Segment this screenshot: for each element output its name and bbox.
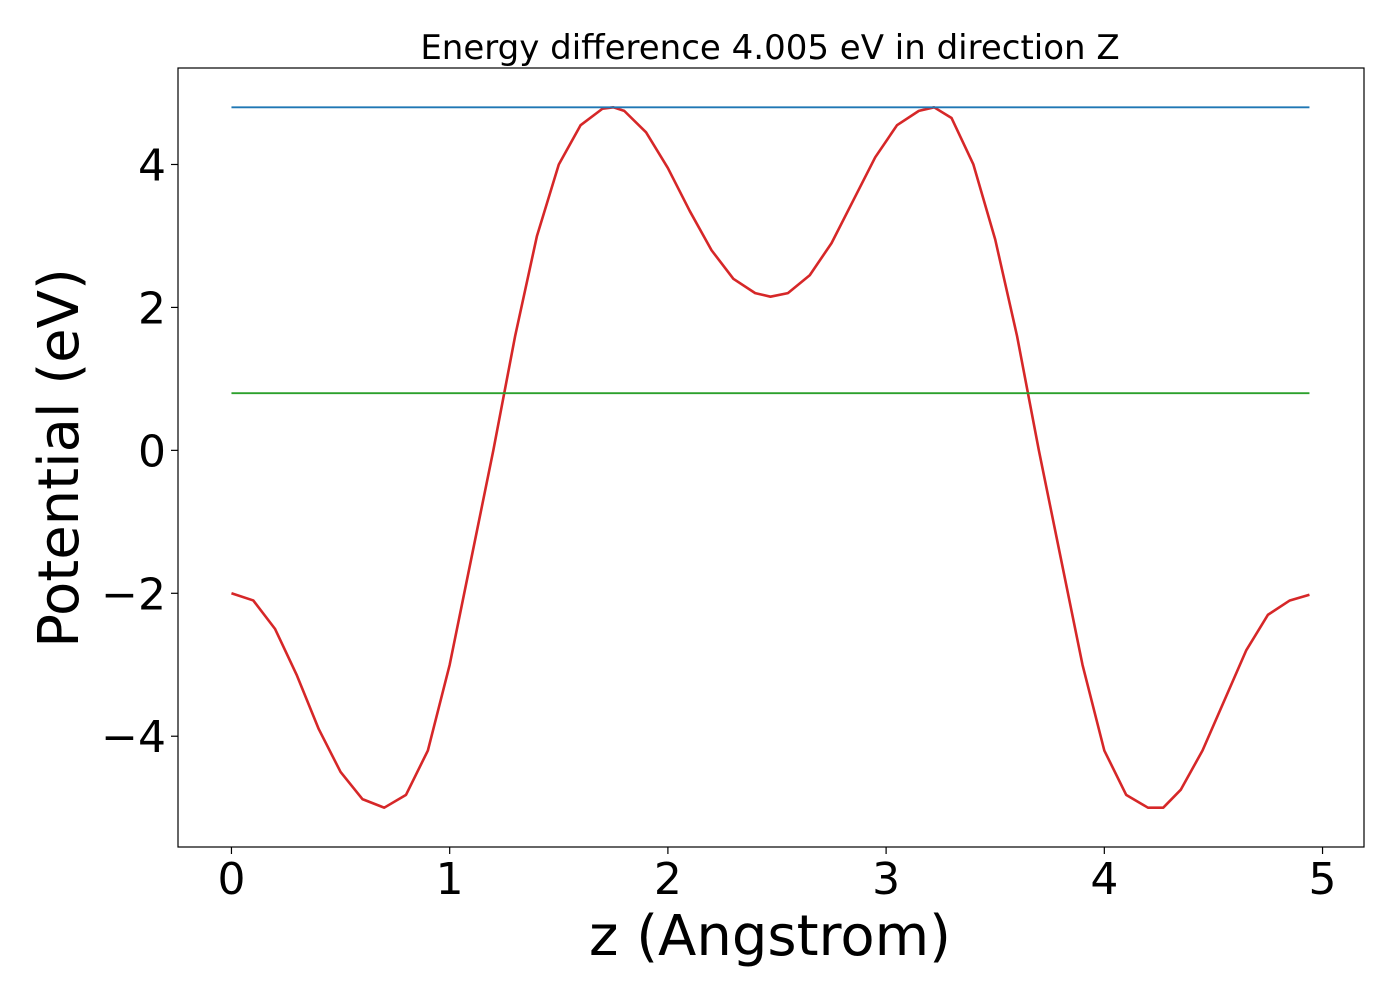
y-tick-label: 0 xyxy=(138,426,166,477)
x-tick-label: 5 xyxy=(1309,854,1337,905)
y-axis-label: Potential (eV) xyxy=(27,268,92,648)
y-tick-label: −4 xyxy=(101,712,166,763)
y-tick-label: 4 xyxy=(138,140,166,191)
plot-frame xyxy=(177,67,1365,848)
y-axis: −4 −2 0 2 4 xyxy=(101,140,178,763)
x-axis-label: z (Angstrom) xyxy=(589,904,951,969)
plot-area xyxy=(231,106,1310,809)
x-tick-label: 0 xyxy=(217,854,245,905)
x-tick-label: 4 xyxy=(1090,854,1118,905)
x-axis: 0 1 2 3 4 5 xyxy=(217,847,1337,905)
chart-title: Energy difference 4.005 eV in direction … xyxy=(420,28,1119,68)
y-tick-label: −2 xyxy=(101,569,166,620)
y-tick-label: 2 xyxy=(138,283,166,334)
x-tick-label: 2 xyxy=(654,854,682,905)
x-tick-label: 3 xyxy=(872,854,900,905)
series-line-0 xyxy=(231,106,1310,809)
x-tick-label: 1 xyxy=(436,854,464,905)
